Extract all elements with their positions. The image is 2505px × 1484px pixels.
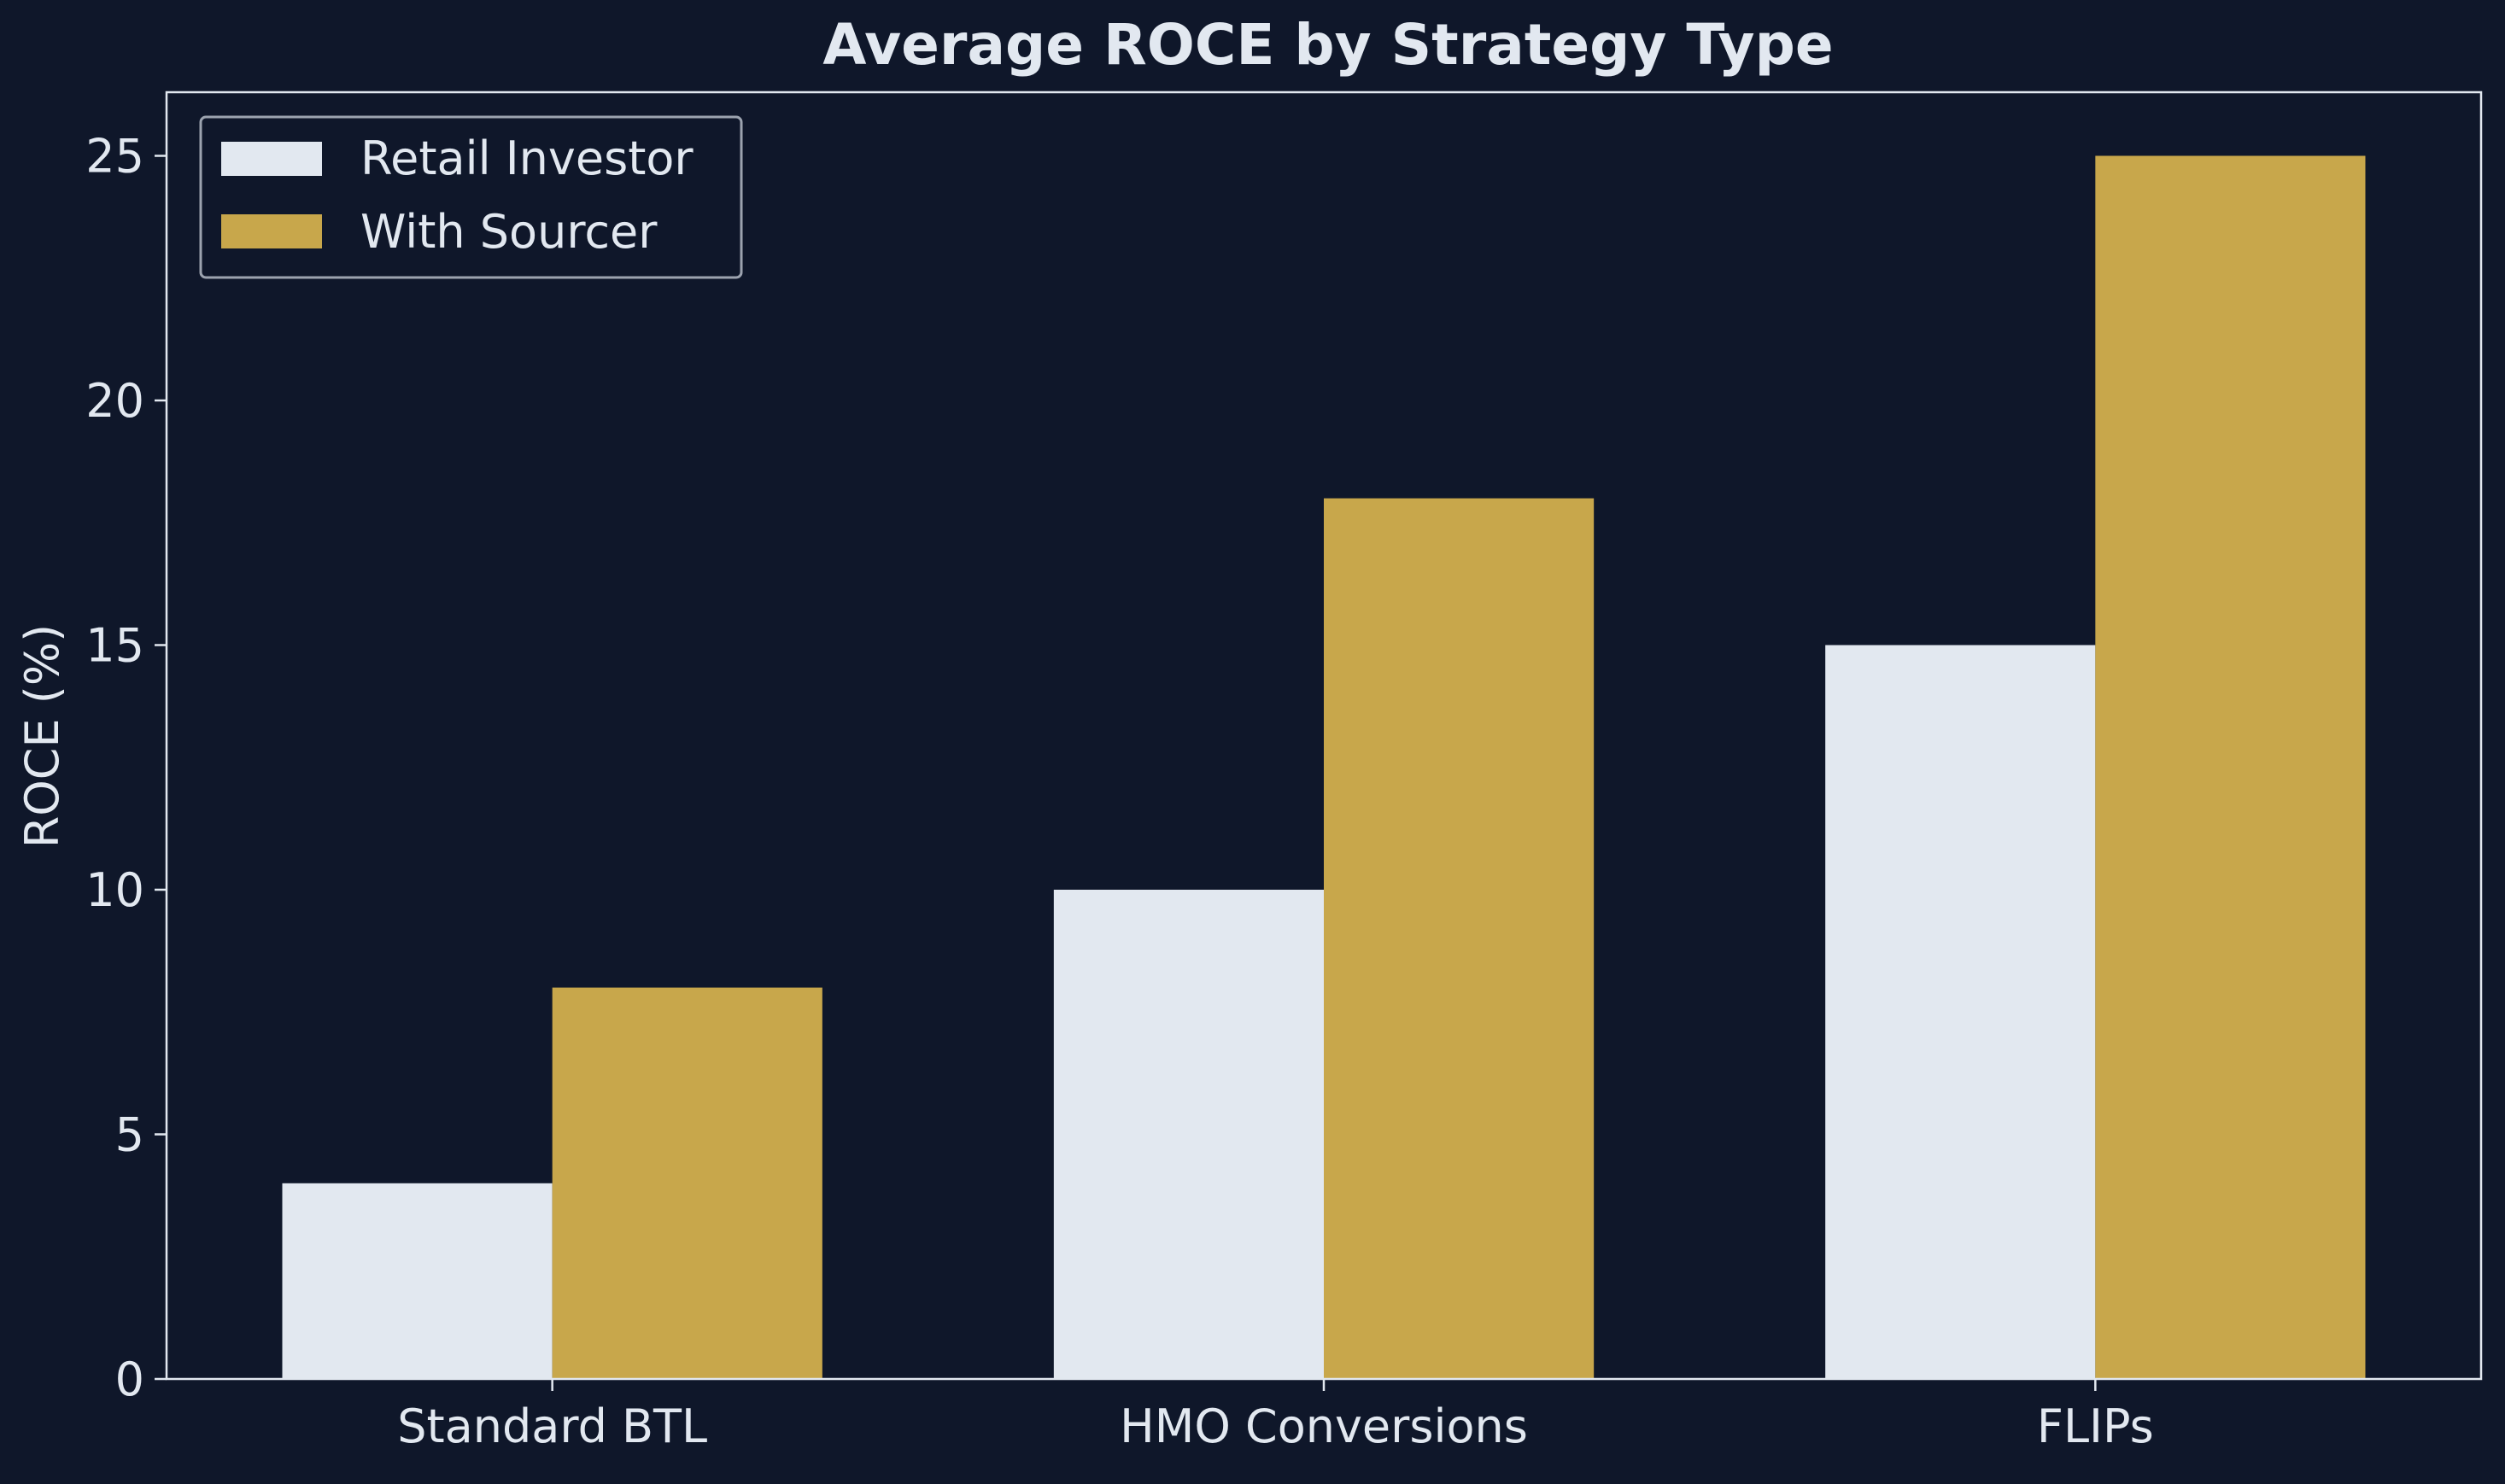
x-tick-label-standard-btl: Standard BTL (397, 1399, 707, 1453)
bar-retail-investor-hmo-conversions (1053, 889, 1324, 1379)
legend-label-with-sourcer: With Sourcer (360, 205, 658, 259)
bars-layer (282, 155, 2366, 1380)
legend-label-retail-investor: Retail Investor (360, 131, 694, 185)
plot-frame (165, 91, 2483, 1381)
legend-box (199, 115, 743, 279)
y-tick-label-0: 0 (115, 1353, 144, 1406)
bar-with-sourcer-flips (2095, 155, 2366, 1380)
legend-swatch-retail-investor (221, 142, 322, 176)
bar-retail-investor-flips (1825, 645, 2096, 1379)
chart-title: Average ROCE by Strategy Type (822, 12, 1833, 78)
axes-layer: Standard BTL HMO Conversions FLIPs 0 5 10 15 20… (85, 91, 2483, 1453)
legend: Retail Investor With Sourcer (199, 115, 743, 279)
x-tick-label-hmo-conversions: HMO Conversions (1120, 1399, 1528, 1453)
y-tick-label-20: 20 (85, 374, 144, 428)
y-tick-label-25: 25 (85, 129, 144, 183)
y-tick-label-10: 10 (85, 863, 144, 917)
y-tick-label-15: 15 (85, 618, 144, 672)
bar-with-sourcer-hmo-conversions (1324, 498, 1595, 1379)
bar-retail-investor-standard-btl (282, 1183, 553, 1379)
legend-swatch-with-sourcer (221, 214, 322, 248)
y-tick-label-5: 5 (115, 1107, 144, 1161)
y-axis-label: ROCE (%) (15, 624, 69, 848)
bar-with-sourcer-standard-btl (552, 987, 822, 1379)
x-tick-label-flips: FLIPs (2037, 1399, 2154, 1453)
